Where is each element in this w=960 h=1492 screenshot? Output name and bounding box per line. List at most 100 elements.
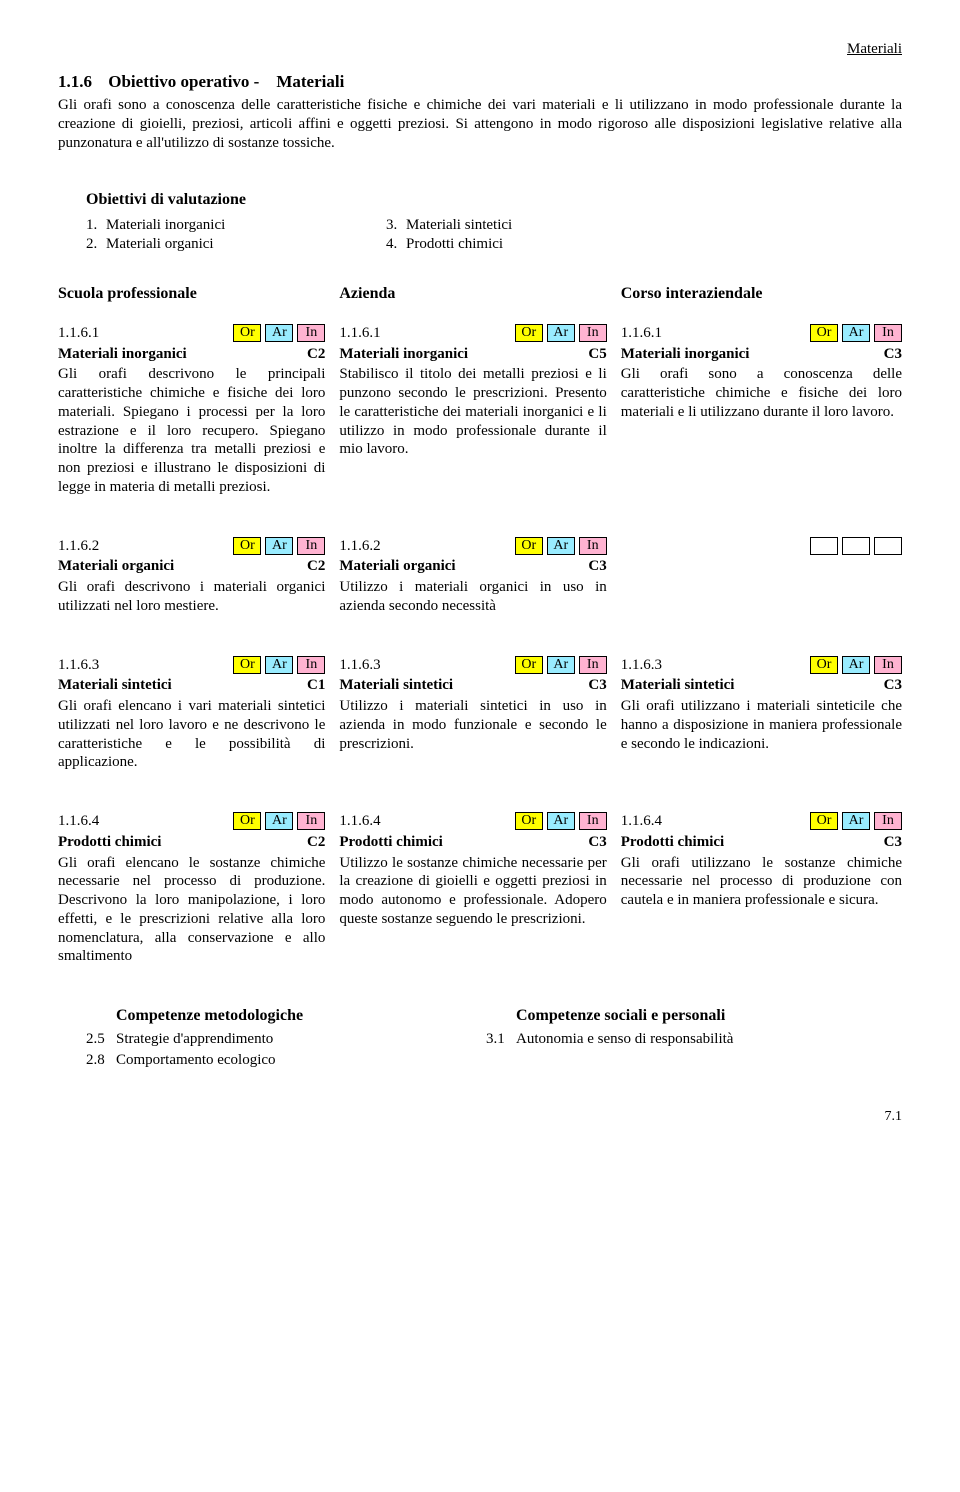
entry-code: 1.1.6.4 [621, 812, 810, 831]
entry-code: 1.1.6.3 [58, 656, 233, 675]
tag-or: Or [233, 656, 261, 674]
tag-in: In [874, 324, 902, 342]
col-head-corso: Corso interaziendale [621, 284, 902, 304]
val-text: Materiali sintetici [406, 216, 512, 235]
objective-cell: 1.1.6.3OrArInMateriali sinteticiC3Utiliz… [339, 656, 620, 754]
tag-group: OrArIn [233, 656, 325, 674]
entry-code: 1.1.6.2 [58, 537, 233, 556]
tag-in: In [297, 812, 325, 830]
tag-in: In [874, 656, 902, 674]
tag-or: Or [515, 537, 543, 555]
entry-head: 1.1.6.1OrArIn [58, 324, 325, 343]
objective-cell: 1.1.6.1OrArInMateriali inorganiciC3Gli o… [621, 324, 902, 422]
entry-level: C1 [307, 676, 325, 695]
entry-code: 1.1.6.2 [339, 537, 514, 556]
valuation-lists: 1.Materiali inorganici 2.Materiali organ… [86, 216, 902, 254]
tag-ar: Ar [265, 656, 293, 674]
entry-body: Gli orafi elencano le sostanze chimiche … [58, 854, 325, 967]
competences-section: Competenze metodologiche 2.5Strategie d'… [86, 1006, 902, 1072]
tag-or: Or [810, 656, 838, 674]
objective-cell: 1.1.6.2OrArInMateriali organiciC2Gli ora… [58, 537, 339, 616]
section-title-prefix: Obiettivo operativo - [108, 72, 259, 91]
rows-container: 1.1.6.1OrArInMateriali inorganiciC2Gli o… [58, 324, 902, 966]
objective-cell: 1.1.6.3OrArInMateriali sinteticiC3Gli or… [621, 656, 902, 754]
objective-row: 1.1.6.3OrArInMateriali sinteticiC1Gli or… [58, 656, 902, 773]
tag-group: OrArIn [810, 324, 902, 342]
tag-in: In [874, 812, 902, 830]
tag-or: Or [810, 812, 838, 830]
tag-in: In [579, 537, 607, 555]
val-num: 2. [86, 235, 106, 254]
entry-head: 1.1.6.2OrArIn [339, 537, 606, 556]
tag-or: Or [233, 537, 261, 555]
tag-or: Or [515, 656, 543, 674]
entry-title: Materiali inorganici [58, 345, 187, 364]
tag-ar: Ar [842, 324, 870, 342]
tag-ar: Ar [547, 656, 575, 674]
tag-group: OrArIn [810, 812, 902, 830]
tag-group: OrArIn [515, 537, 607, 555]
entry-level: C2 [307, 345, 325, 364]
objective-row: 1.1.6.2OrArInMateriali organiciC2Gli ora… [58, 537, 902, 616]
val-text: Materiali organici [106, 235, 214, 254]
comp-text: Autonomia e senso di responsabilità [516, 1030, 733, 1049]
entry-body: Utilizzo i materiali organici in uso in … [339, 578, 606, 616]
objective-cell: 1.1.6.4OrArInProdotti chimiciC3Gli orafi… [621, 812, 902, 910]
tag-group: OrArIn [233, 324, 325, 342]
entry-title: Prodotti chimici [621, 833, 724, 852]
entry-head: 1.1.6.2OrArIn [58, 537, 325, 556]
entry-head [621, 537, 902, 555]
entry-body: Gli orafi descrivono le principali carat… [58, 365, 325, 496]
entry-head: 1.1.6.4OrArIn [621, 812, 902, 831]
entry-subtitle: Materiali organiciC2 [58, 557, 325, 576]
entry-title: Materiali sintetici [621, 676, 735, 695]
tag-ar: Ar [547, 324, 575, 342]
entry-subtitle: Materiali inorganiciC5 [339, 345, 606, 364]
entry-head: 1.1.6.1OrArIn [339, 324, 606, 343]
tag-ar: Ar [547, 812, 575, 830]
tag-ar: Ar [265, 324, 293, 342]
tag-empty [810, 537, 838, 555]
tag-in: In [579, 656, 607, 674]
objective-cell: 1.1.6.2OrArInMateriali organiciC3Utilizz… [339, 537, 620, 616]
entry-level: C3 [588, 557, 606, 576]
entry-body: Gli orafi descrivono i materiali organic… [58, 578, 325, 616]
entry-title: Prodotti chimici [58, 833, 161, 852]
tag-group: OrArIn [515, 656, 607, 674]
tag-or: Or [233, 324, 261, 342]
entry-level: C3 [588, 833, 606, 852]
entry-code: 1.1.6.1 [58, 324, 233, 343]
entry-code: 1.1.6.1 [339, 324, 514, 343]
val-num: 3. [386, 216, 406, 235]
entry-level: C2 [307, 557, 325, 576]
entry-body: Gli orafi utilizzano le sostanze chimich… [621, 854, 902, 910]
entry-level: C5 [588, 345, 606, 364]
val-num: 1. [86, 216, 106, 235]
entry-head: 1.1.6.1OrArIn [621, 324, 902, 343]
tag-or: Or [515, 324, 543, 342]
section-title: 1.1.6 Obiettivo operativo - Materiali [58, 71, 902, 92]
entry-subtitle: Materiali inorganiciC3 [621, 345, 902, 364]
entry-level: C3 [588, 676, 606, 695]
val-text: Materiali inorganici [106, 216, 225, 235]
entry-subtitle: Materiali sinteticiC3 [621, 676, 902, 695]
objective-row: 1.1.6.1OrArInMateriali inorganiciC2Gli o… [58, 324, 902, 497]
entry-head: 1.1.6.3OrArIn [621, 656, 902, 675]
section-title-suffix: Materiali [276, 72, 344, 91]
objective-row: 1.1.6.4OrArInProdotti chimiciC2Gli orafi… [58, 812, 902, 966]
tag-in: In [579, 324, 607, 342]
comp-num: 3.1 [486, 1030, 516, 1049]
entry-head: 1.1.6.4OrArIn [339, 812, 606, 831]
tag-group: OrArIn [233, 537, 325, 555]
tag-group: OrArIn [233, 812, 325, 830]
objective-cell: 1.1.6.3OrArInMateriali sinteticiC1Gli or… [58, 656, 339, 773]
tag-empty [842, 537, 870, 555]
entry-head: 1.1.6.3OrArIn [339, 656, 606, 675]
entry-subtitle: Materiali sinteticiC3 [339, 676, 606, 695]
objective-cell: 1.1.6.4OrArInProdotti chimiciC3Utilizzo … [339, 812, 620, 929]
comp-social-title: Competenze sociali e personali [516, 1006, 886, 1026]
entry-title: Prodotti chimici [339, 833, 442, 852]
tag-group [810, 537, 902, 555]
objective-cell [621, 537, 902, 557]
tag-in: In [297, 656, 325, 674]
